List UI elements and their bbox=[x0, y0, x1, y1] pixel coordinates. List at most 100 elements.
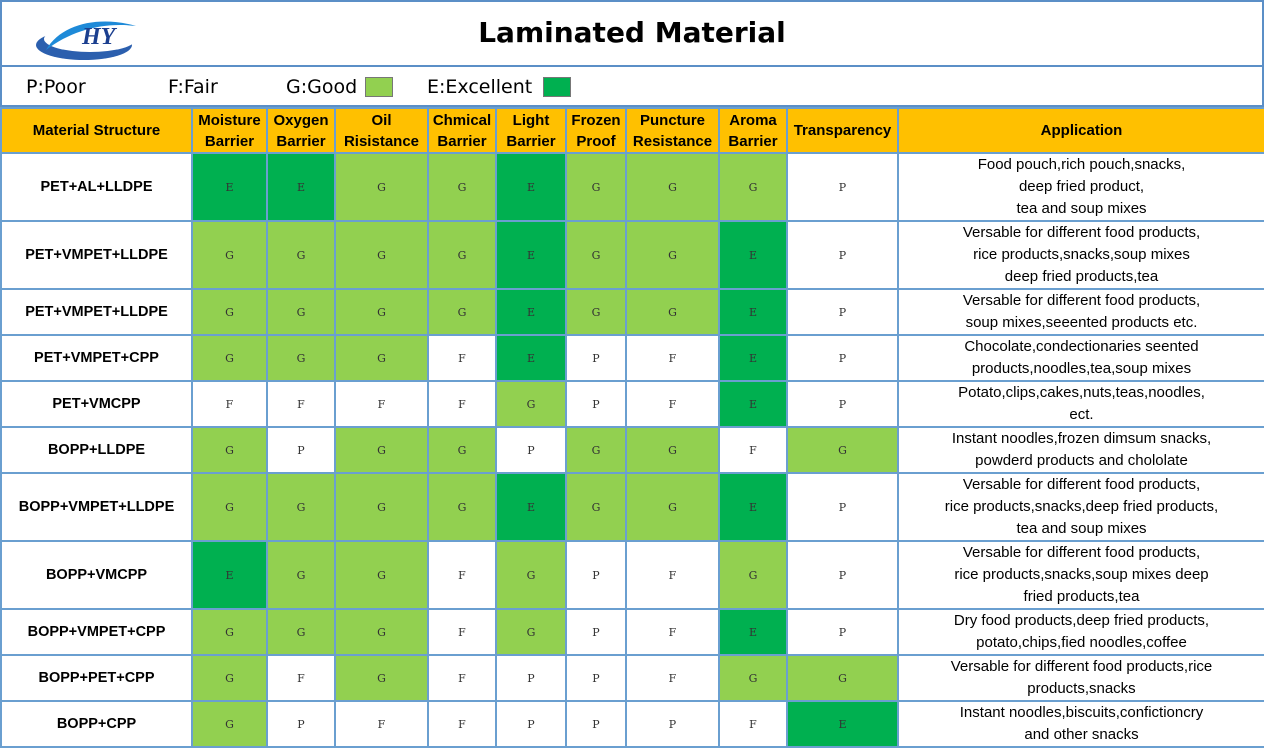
rating-cell: F bbox=[625, 540, 720, 610]
rating-cell: G bbox=[191, 608, 268, 656]
rating-cell: G bbox=[334, 608, 429, 656]
rating-cell: E bbox=[495, 152, 567, 222]
application-line: Versable for different food products,ric… bbox=[950, 658, 1213, 675]
table-row: BOPP+VMCPP E G G F G P F G P Versable for differen… bbox=[0, 540, 1264, 610]
column-header: Material Structure bbox=[0, 107, 193, 154]
rating-cell: F bbox=[625, 654, 720, 702]
table-row: PET+VMCPP F F F F G P F E P Potato,clips,cakes,nut… bbox=[0, 380, 1264, 428]
column-header: Moisture Barrier bbox=[191, 107, 268, 154]
table-body: PET+AL+LLDPE E E G G E G G G P Food pouch,rich pou… bbox=[0, 152, 1264, 748]
company-logo: HY bbox=[36, 21, 136, 60]
rating-cell: P bbox=[786, 540, 899, 610]
rating-cell: G bbox=[334, 334, 429, 382]
legend-fair: F:Fair bbox=[168, 76, 218, 98]
application-cell: Chocolate,condectionaries seented product… bbox=[897, 334, 1264, 382]
rating-cell: G bbox=[266, 540, 336, 610]
table-row: BOPP+VMPET+LLDPE G G G G E G G E P Versable for di… bbox=[0, 472, 1264, 542]
rating-cell: G bbox=[334, 220, 429, 290]
table-row: BOPP+LLDPE G P G G P G G F G Instant noodles,froze… bbox=[0, 426, 1264, 474]
page-title: Laminated Material bbox=[478, 16, 786, 49]
rating-cell: P bbox=[565, 334, 627, 382]
rating-cell: E bbox=[718, 472, 788, 542]
column-header: Puncture Resistance bbox=[625, 107, 720, 154]
rating-cell: P bbox=[786, 288, 899, 336]
application-line: Dry food products,deep fried products, bbox=[953, 612, 1210, 629]
application-line: potato,chips,fied noodles,coffee bbox=[976, 634, 1187, 651]
rating-cell: G bbox=[266, 220, 336, 290]
rating-cell: G bbox=[191, 334, 268, 382]
rating-cell: F bbox=[191, 380, 268, 428]
rating-cell: G bbox=[334, 472, 429, 542]
rating-cell: G bbox=[565, 288, 627, 336]
application-cell: Versable for different food products,ric… bbox=[897, 220, 1264, 290]
rating-cell: E bbox=[718, 220, 788, 290]
rating-cell: G bbox=[718, 540, 788, 610]
rating-cell: G bbox=[266, 334, 336, 382]
rating-cell: G bbox=[427, 426, 497, 474]
rating-cell: G bbox=[786, 426, 899, 474]
rating-cell: F bbox=[266, 654, 336, 702]
column-header: Oil Risistance bbox=[334, 107, 429, 154]
rating-cell: F bbox=[427, 540, 497, 610]
column-header: Application bbox=[897, 107, 1264, 154]
rating-cell: E bbox=[191, 540, 268, 610]
application-line: deep fried product, bbox=[1018, 178, 1145, 195]
rating-cell: E bbox=[266, 152, 336, 222]
application-line: Potato,clips,cakes,nuts,teas,noodles, bbox=[958, 384, 1205, 401]
application-cell: Dry food products,deep fried products, po… bbox=[897, 608, 1264, 656]
rating-cell: P bbox=[495, 426, 567, 474]
rating-cell: G bbox=[625, 472, 720, 542]
rating-cell: F bbox=[625, 334, 720, 382]
rating-cell: P bbox=[565, 540, 627, 610]
rating-cell: P bbox=[786, 608, 899, 656]
material-structure-cell: BOPP+VMPET+CPP bbox=[0, 608, 193, 656]
rating-cell: P bbox=[786, 380, 899, 428]
rating-cell: G bbox=[191, 472, 268, 542]
rating-cell: G bbox=[565, 426, 627, 474]
application-line: Instant noodles,biscuits,confictioncry bbox=[959, 704, 1204, 721]
material-structure-cell: PET+VMCPP bbox=[0, 380, 193, 428]
column-header: Frozen Proof bbox=[565, 107, 627, 154]
material-structure-cell: PET+VMPET+LLDPE bbox=[0, 220, 193, 290]
column-header: Light Barrier bbox=[495, 107, 567, 154]
rating-cell: G bbox=[565, 472, 627, 542]
application-line: and other snacks bbox=[1024, 726, 1139, 743]
rating-cell: G bbox=[786, 654, 899, 702]
rating-cell: G bbox=[625, 288, 720, 336]
rating-cell: G bbox=[495, 608, 567, 656]
rating-cell: G bbox=[565, 220, 627, 290]
material-structure-cell: BOPP+VMCPP bbox=[0, 540, 193, 610]
application-line: products,snacks bbox=[1027, 680, 1136, 697]
rating-cell: F bbox=[718, 700, 788, 748]
application-line: products,noodles,tea,soup mixes bbox=[971, 360, 1192, 377]
column-header: Oxygen Barrier bbox=[266, 107, 336, 154]
material-structure-cell: PET+VMPET+LLDPE bbox=[0, 288, 193, 336]
application-line: powderd products and chololate bbox=[975, 452, 1188, 469]
rating-cell: G bbox=[565, 152, 627, 222]
table-row: BOPP+VMPET+CPP G G G F G P F E P Dry food products… bbox=[0, 608, 1264, 656]
rating-cell: F bbox=[718, 426, 788, 474]
application-line: ect. bbox=[1069, 406, 1094, 423]
rating-cell: G bbox=[718, 152, 788, 222]
application-line: fried products,tea bbox=[1023, 588, 1140, 605]
rating-cell: G bbox=[427, 152, 497, 222]
rating-cell: G bbox=[266, 608, 336, 656]
rating-cell: P bbox=[565, 654, 627, 702]
application-line: soup mixes,seeented products etc. bbox=[965, 314, 1198, 331]
application-cell: Versable for different food products,ric… bbox=[897, 654, 1264, 702]
rating-cell: G bbox=[427, 220, 497, 290]
rating-cell: F bbox=[427, 654, 497, 702]
material-structure-cell: BOPP+CPP bbox=[0, 700, 193, 748]
application-line: Chocolate,condectionaries seented bbox=[964, 338, 1199, 355]
rating-cell: G bbox=[191, 288, 268, 336]
rating-cell: G bbox=[191, 426, 268, 474]
column-header: Aroma Barrier bbox=[718, 107, 788, 154]
application-cell: Versable for different food products,ric… bbox=[897, 540, 1264, 610]
rating-cell: P bbox=[565, 380, 627, 428]
rating-cell: G bbox=[427, 288, 497, 336]
rating-cell: E bbox=[191, 152, 268, 222]
application-line: tea and soup mixes bbox=[1016, 200, 1147, 217]
laminated-material-table: Material Structure Moisture Barrier Oxygen… bbox=[0, 107, 1264, 748]
application-cell: Instant noodles,biscuits,confictioncry an… bbox=[897, 700, 1264, 748]
column-header: Chmical Barrier bbox=[427, 107, 497, 154]
